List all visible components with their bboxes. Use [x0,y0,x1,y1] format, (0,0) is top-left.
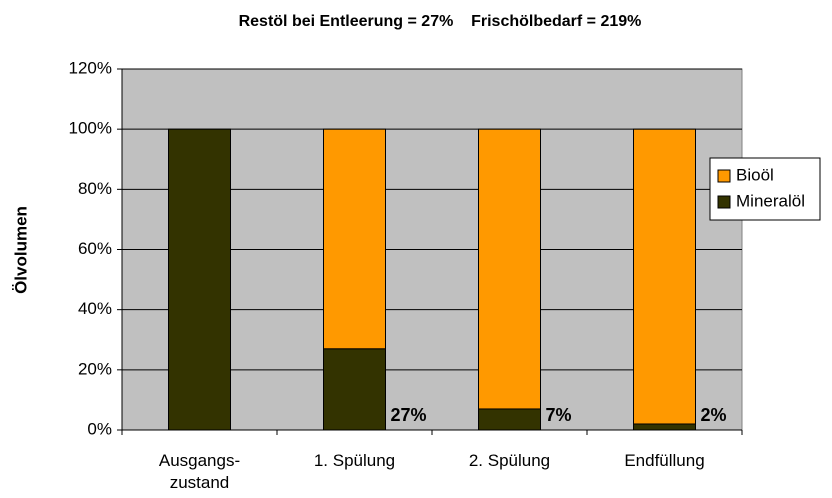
bar-segment [633,423,696,431]
y-tick-label: 20% [78,359,112,378]
legend-box [709,157,821,221]
bar-segment [323,128,386,350]
bar-segment [478,408,541,431]
bar-segment [633,128,696,425]
data-label: 27% [391,405,427,425]
bar-segment [478,128,541,410]
y-axis-label: Ölvolumen [11,206,30,294]
x-tick-label: Endfüllung [624,451,705,470]
bar-segment [323,348,386,431]
data-label: 2% [701,405,727,425]
legend-swatch [717,195,731,209]
chart-title: Restöl bei Entleerung = 27% Frischölbeda… [239,13,642,30]
legend-label: Mineralöl [736,191,805,210]
x-tick-label: 1. Spülung [313,451,396,470]
x-tick-label: Ausgangs- zustand [158,451,241,492]
y-tick-label: 80% [78,179,112,198]
y-tick-label: 0% [87,419,112,438]
y-tick-label: 100% [69,119,112,138]
bar-segment [168,128,231,431]
data-label: 7% [546,405,572,425]
x-tick-label: 2. Spülung [468,451,551,470]
y-tick-label: 120% [69,58,112,77]
y-tick-label: 60% [78,239,112,258]
y-tick-label: 40% [78,299,112,318]
legend-swatch [717,169,731,183]
legend-label: Bioöl [736,165,774,184]
